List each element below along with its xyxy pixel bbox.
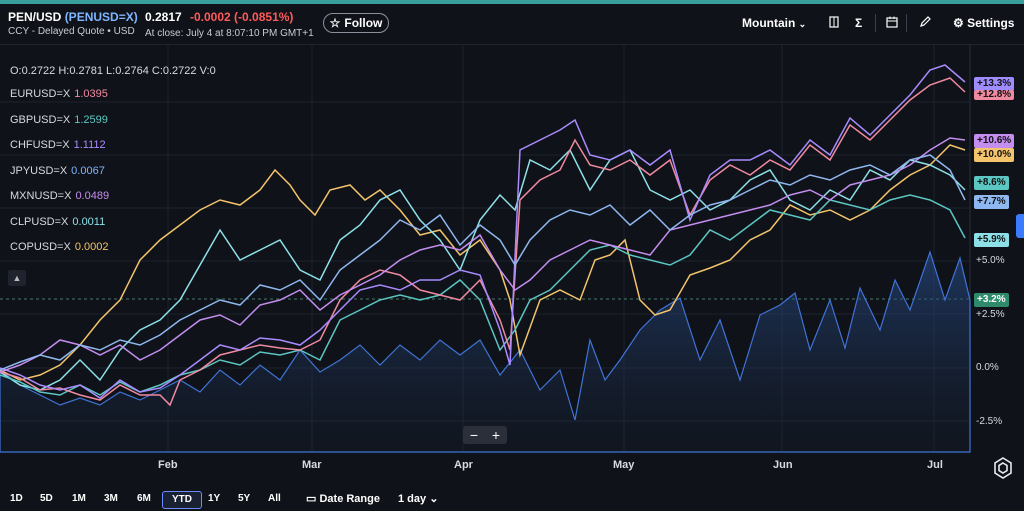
y-axis-label: -2.5% <box>976 416 1003 427</box>
x-axis-label: Jul <box>927 459 943 471</box>
series-line-copusd <box>0 144 966 381</box>
change-percent: (-0.0851%) <box>234 10 294 24</box>
pair-name: PEN/USD <box>8 10 62 24</box>
toolbar-divider <box>875 14 876 32</box>
settings-button[interactable]: ⚙ Settings <box>953 16 1014 30</box>
legend-value: 1.2599 <box>74 114 108 126</box>
top-accent-line <box>0 0 1024 4</box>
x-axis-label: Feb <box>158 459 178 471</box>
indicators-icon[interactable]: Σ <box>855 16 863 30</box>
close-time: At close: July 4 at 8:07:10 PM GMT+1 <box>145 28 314 39</box>
legend-value: 0.0011 <box>72 216 106 228</box>
range-1y-button[interactable]: 1Y <box>208 493 221 504</box>
quote-header: PEN/USD (PENUSD=X) CCY - Delayed Quote •… <box>0 4 1024 45</box>
legend-symbol: CLPUSD=X <box>10 216 69 228</box>
y-axis-label: 0.0% <box>976 362 999 373</box>
interval-label: 1 day <box>398 493 427 505</box>
legend-symbol: MXNUSD=X <box>10 190 72 202</box>
legend-item-chfusd[interactable]: CHFUSD=X 1.1112 <box>10 139 106 151</box>
chart-type-label: Mountain <box>742 16 796 30</box>
last-price: 0.2817 <box>145 10 182 24</box>
date-range-button[interactable]: ▭ Date Range <box>302 491 384 507</box>
series-tag: +7.7% <box>974 195 1009 209</box>
x-axis-label: Jun <box>773 459 793 471</box>
series-tag: +10.6% <box>974 134 1015 148</box>
gear-icon: ⚙ <box>953 16 964 30</box>
series-tag: +13.3% <box>974 77 1015 91</box>
legend-item-eurusd[interactable]: EURUSD=X 1.0395 <box>10 88 108 100</box>
legend-item-jpyusd[interactable]: JPYUSD=X 0.0067 <box>10 165 105 177</box>
interval-dropdown[interactable]: 1 day ⌄ <box>394 491 442 507</box>
zoom-in-button[interactable]: + <box>491 427 501 443</box>
compare-icon[interactable] <box>829 16 839 31</box>
series-line-mxnusd <box>0 137 966 373</box>
quote-type: CCY - Delayed Quote • USD <box>8 26 135 37</box>
range-1d-button[interactable]: 1D <box>10 493 23 504</box>
star-icon: ☆ <box>329 16 341 30</box>
follow-label: Follow <box>344 16 383 30</box>
series-line-clpusd <box>0 148 966 391</box>
ticker-title: PEN/USD (PENUSD=X) <box>8 10 138 24</box>
chart-type-dropdown[interactable]: Mountain ⌄ <box>742 16 806 30</box>
price-change: -0.0002 (-0.0851%) <box>190 10 293 24</box>
chevron-down-icon: ⌄ <box>429 493 439 505</box>
range-all-button[interactable]: All <box>268 493 281 504</box>
range-5y-button[interactable]: 5Y <box>238 493 251 504</box>
legend-item-copusd[interactable]: COPUSD=X 0.0002 <box>10 241 108 253</box>
change-value: -0.0002 <box>190 10 231 24</box>
zoom-out-button[interactable]: − <box>469 427 479 443</box>
legend-symbol: JPYUSD=X <box>10 165 68 177</box>
legend-item-clpusd[interactable]: CLPUSD=X 0.0011 <box>10 216 105 228</box>
zoom-controls: − + <box>463 426 507 444</box>
legend-symbol: EURUSD=X <box>10 88 71 100</box>
draw-pencil-icon[interactable] <box>919 16 931 31</box>
mountain-area-penusd <box>0 250 971 453</box>
range-ytd-button[interactable]: YTD <box>162 491 202 509</box>
ohlc-readout: O:0.2722 H:0.2781 L:0.2764 C:0.2722 V:0 <box>10 65 216 77</box>
series-line-chfusd <box>0 64 966 399</box>
y-axis-label: +2.5% <box>976 309 1005 320</box>
y-axis-label: +5.0% <box>976 255 1005 266</box>
settings-label: Settings <box>967 16 1015 30</box>
series-tag: +5.9% <box>974 233 1009 247</box>
series-line-gbpusd <box>0 194 966 396</box>
toolbar-divider <box>906 14 907 32</box>
series-line-jpyusd <box>0 154 966 371</box>
series-tag: +3.2% <box>974 293 1009 307</box>
legend-item-mxnusd[interactable]: MXNUSD=X 0.0489 <box>10 190 109 202</box>
price-chart[interactable] <box>0 44 1024 454</box>
x-axis-label: Mar <box>302 459 322 471</box>
app-logo-icon <box>994 457 1012 479</box>
legend-symbol: CHFUSD=X <box>10 139 70 151</box>
legend-value: 0.0489 <box>75 190 110 202</box>
legend-symbol: GBPUSD=X <box>10 114 71 126</box>
legend-value: 1.1112 <box>73 139 106 151</box>
date-range-label: Date Range <box>319 493 380 505</box>
x-axis-label: Apr <box>454 459 473 471</box>
legend-value: 0.0002 <box>74 241 109 253</box>
calendar-icon[interactable] <box>886 16 898 31</box>
chevron-up-icon: ▲ <box>12 273 22 283</box>
series-line-eurusd <box>0 77 966 407</box>
side-panel-tab[interactable] <box>1016 214 1024 238</box>
legend-value: 0.0067 <box>71 165 105 177</box>
series-tag: +10.0% <box>974 148 1015 162</box>
collapse-legend-button[interactable]: ▲ <box>8 270 26 286</box>
legend-symbol: COPUSD=X <box>10 241 71 253</box>
legend-value: 1.0395 <box>74 88 108 100</box>
follow-button[interactable]: ☆ Follow <box>323 13 389 33</box>
range-1m-button[interactable]: 1M <box>72 493 86 504</box>
range-3m-button[interactable]: 3M <box>104 493 118 504</box>
x-axis-label: May <box>613 459 635 471</box>
range-5d-button[interactable]: 5D <box>40 493 53 504</box>
series-tag: +12.8% <box>974 90 1015 100</box>
range-6m-button[interactable]: 6M <box>137 493 151 504</box>
symbol-link[interactable]: (PENUSD=X) <box>64 10 138 24</box>
calendar-icon: ▭ <box>306 493 317 505</box>
series-tag: +8.6% <box>974 176 1009 190</box>
legend-item-gbpusd[interactable]: GBPUSD=X 1.2599 <box>10 114 108 126</box>
chevron-down-icon: ⌄ <box>798 19 807 29</box>
